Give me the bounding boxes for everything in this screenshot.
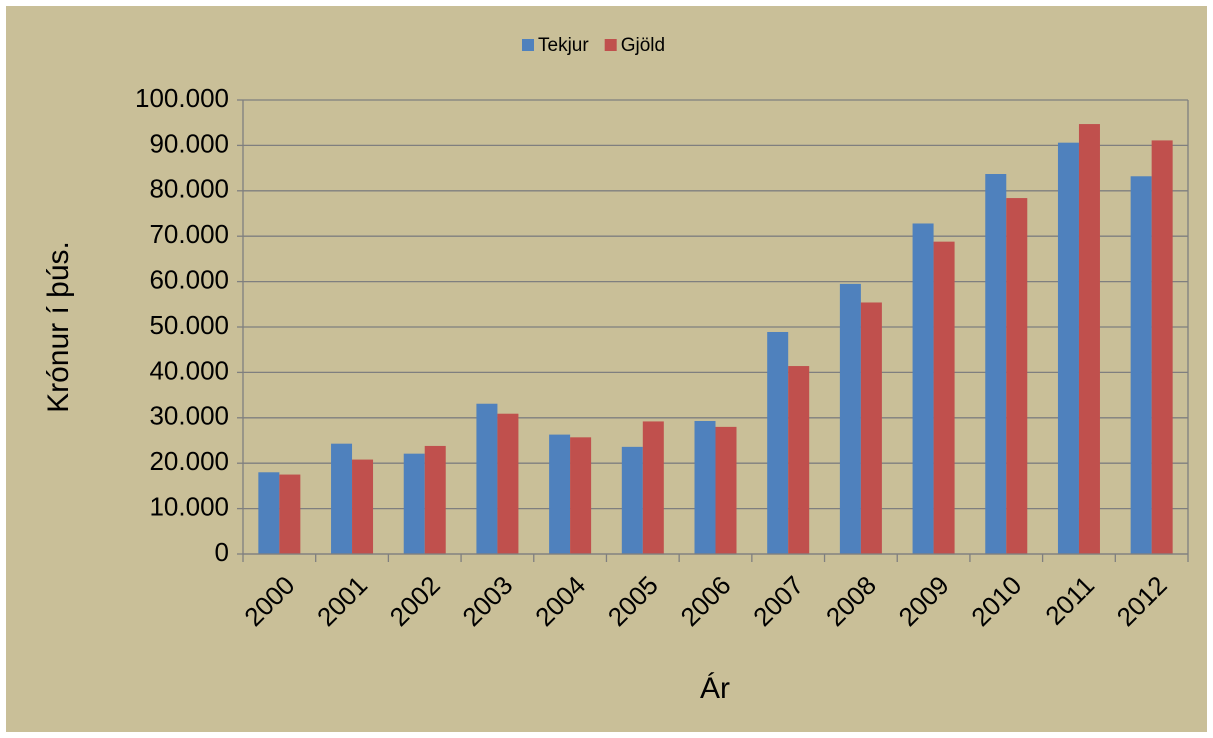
bar — [403, 453, 425, 554]
y-tick-label: 80.000 — [149, 174, 229, 204]
bar — [476, 403, 498, 554]
bar — [549, 434, 571, 554]
bar — [1130, 176, 1152, 554]
bar — [258, 472, 280, 554]
bar — [1057, 142, 1079, 554]
bar — [985, 174, 1007, 554]
y-tick-label: 50.000 — [149, 310, 229, 340]
y-tick-label: 60.000 — [149, 264, 229, 294]
bar — [424, 445, 446, 554]
bar — [497, 413, 519, 554]
bar — [694, 420, 716, 554]
legend-label: Gjöld — [621, 35, 665, 56]
bar — [1006, 198, 1028, 554]
bar — [788, 366, 810, 554]
bar — [767, 331, 789, 554]
bar — [621, 446, 643, 554]
bar — [933, 241, 955, 554]
y-tick-label: 40.000 — [149, 355, 229, 385]
y-axis-label: Krónur í þús. — [42, 241, 75, 413]
x-axis-label: Ár — [700, 672, 730, 705]
bar — [570, 437, 592, 554]
legend-swatch — [604, 39, 617, 51]
y-tick-label: 90.000 — [149, 128, 229, 158]
legend-swatch — [522, 39, 534, 51]
bar — [912, 223, 934, 554]
bar — [352, 459, 374, 554]
bar — [1078, 124, 1100, 554]
legend-label: Tekjur — [538, 35, 589, 56]
y-tick-label: 30.000 — [149, 401, 229, 431]
bar — [331, 443, 353, 554]
y-tick-label: 20.000 — [149, 446, 229, 476]
y-tick-label: 70.000 — [149, 219, 229, 249]
y-tick-label: 10.000 — [149, 491, 229, 521]
bar — [279, 474, 301, 554]
bar — [839, 283, 861, 554]
y-tick-label: 0 — [215, 537, 229, 567]
bar — [860, 302, 882, 554]
bar — [715, 426, 737, 554]
bar — [1151, 140, 1173, 554]
y-tick-label: 100.000 — [135, 83, 229, 113]
bar — [642, 421, 664, 554]
